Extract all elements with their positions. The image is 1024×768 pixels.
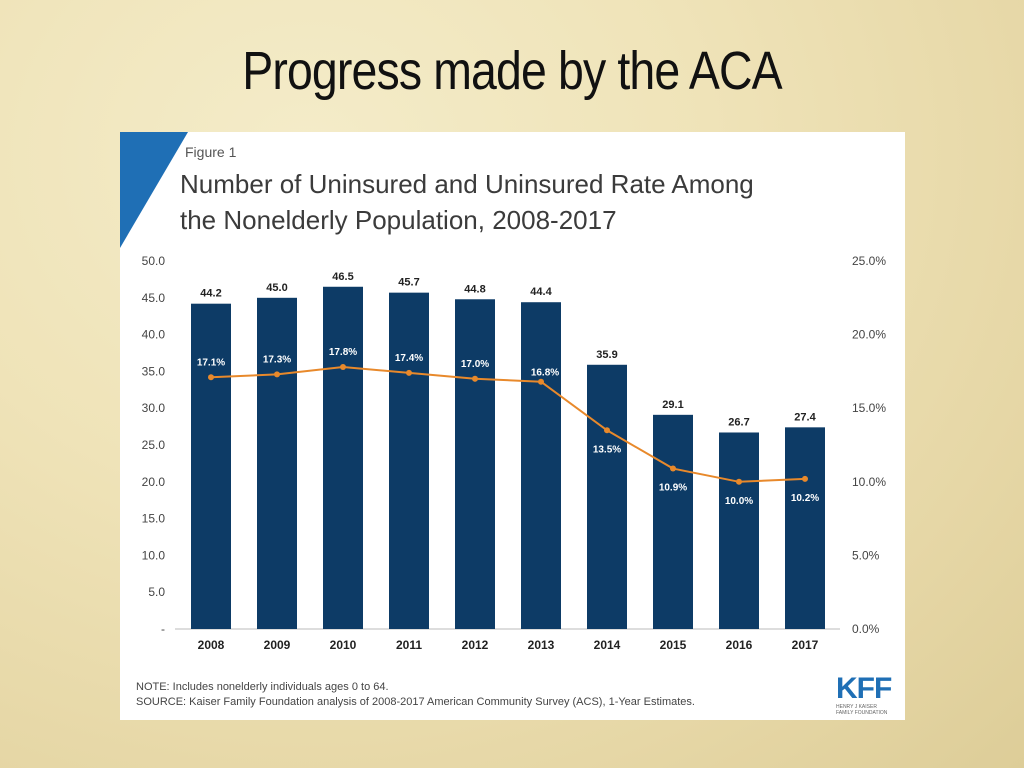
y-right-tick-label: 20.0% xyxy=(852,328,886,342)
bar xyxy=(191,303,231,629)
kff-logo-subtext: HENRY J KAISER FAMILY FOUNDATION xyxy=(836,704,888,716)
x-tick-label: 2013 xyxy=(528,638,555,652)
rate-point xyxy=(802,475,808,482)
y-left-tick-label: 35.0 xyxy=(142,364,166,378)
bar-value-label: 45.7 xyxy=(398,277,419,289)
bar xyxy=(785,427,825,629)
x-tick-label: 2008 xyxy=(198,638,225,652)
rate-value-label: 17.3% xyxy=(263,354,291,365)
y-right-tick-label: 0.0% xyxy=(852,622,880,636)
y-left-tick-label: 50.0 xyxy=(142,254,166,268)
y-left-tick-label: 10.0 xyxy=(142,548,166,562)
bar-value-label: 45.0 xyxy=(266,282,287,294)
rate-point xyxy=(208,374,214,381)
source-text: SOURCE: Kaiser Family Foundation analysi… xyxy=(136,696,695,708)
rate-point xyxy=(604,427,610,434)
combo-chart: - 5.0 10.0 15.0 20.0 25.0 30.0 35.0 40.0 45.0 50.0… xyxy=(142,254,887,652)
x-tick-label: 2012 xyxy=(462,638,489,652)
rate-line xyxy=(210,365,806,483)
bar xyxy=(587,364,627,629)
x-tick-label: 2015 xyxy=(660,638,687,652)
bar-value-label: 46.5 xyxy=(332,271,353,283)
rate-value-label: 10.0% xyxy=(725,496,753,507)
bar-value-label: 44.2 xyxy=(200,288,221,300)
bar xyxy=(257,297,297,629)
rate-value-label: 17.1% xyxy=(197,357,225,368)
rate-value-label: 17.0% xyxy=(461,359,489,370)
rate-value-label: 17.4% xyxy=(395,353,423,364)
figure-panel: Figure 1 Number of Uninsured and Uninsur… xyxy=(120,132,905,720)
rate-value-label: 10.9% xyxy=(659,483,687,494)
rate-point xyxy=(538,378,544,385)
bar-value-label: 35.9 xyxy=(596,349,617,361)
rate-point xyxy=(274,371,280,378)
corner-accent xyxy=(120,132,188,248)
note-text: NOTE: Includes nonelderly individuals ag… xyxy=(136,681,389,693)
y-left-tick-label: 25.0 xyxy=(142,438,166,452)
x-tick-label: 2017 xyxy=(792,638,819,652)
x-tick-label: 2009 xyxy=(264,638,291,652)
slide-title: Progress made by the ACA xyxy=(242,41,782,101)
bar xyxy=(323,286,363,629)
y-right-tick-label: 15.0% xyxy=(852,401,886,415)
kff-logo-mark: KFF xyxy=(836,672,892,705)
y-left-tick-label: 5.0 xyxy=(148,585,165,599)
rate-point xyxy=(340,363,346,370)
y-left-tick-label: 30.0 xyxy=(142,401,166,415)
y-left-tick-label: 15.0 xyxy=(142,512,166,526)
y-left-tick-label: - xyxy=(161,622,165,636)
kff-logo: KFF HENRY J KAISER FAMILY FOUNDATION xyxy=(836,672,894,717)
bar-value-label: 44.4 xyxy=(530,286,552,298)
y-right-tick-label: 10.0% xyxy=(852,475,886,489)
y-right-tick-label: 25.0% xyxy=(852,254,886,268)
x-tick-label: 2011 xyxy=(396,638,422,652)
y-right-tick-label: 5.0% xyxy=(852,548,880,562)
bar xyxy=(455,299,495,629)
x-tick-label: 2014 xyxy=(594,638,621,652)
x-tick-label: 2016 xyxy=(726,638,753,652)
bar xyxy=(521,302,561,629)
bar xyxy=(653,414,693,629)
figure-title-line1: Number of Uninsured and Uninsured Rate A… xyxy=(180,169,754,199)
bar xyxy=(389,292,429,629)
figure-title-line2: the Nonelderly Population, 2008-2017 xyxy=(180,205,617,235)
bar-value-label: 44.8 xyxy=(464,283,485,295)
y-left-tick-label: 20.0 xyxy=(142,475,166,489)
rate-value-label: 16.8% xyxy=(531,368,559,379)
y-left-tick-label: 40.0 xyxy=(142,328,166,342)
bar-value-label: 27.4 xyxy=(794,411,816,423)
x-tick-label: 2010 xyxy=(330,638,357,652)
rate-value-label: 10.2% xyxy=(791,493,819,504)
figure-title: Number of Uninsured and Uninsured Rate A… xyxy=(180,166,900,238)
rate-value-label: 17.8% xyxy=(329,347,357,358)
rate-point xyxy=(406,369,412,376)
bar xyxy=(719,432,759,629)
rate-value-label: 13.5% xyxy=(593,444,621,455)
bar-value-label: 26.7 xyxy=(728,416,749,428)
bar-value-label: 29.1 xyxy=(662,399,683,411)
rate-point xyxy=(736,478,742,485)
rate-point xyxy=(670,465,676,472)
rate-point xyxy=(472,375,478,382)
figure-label: Figure 1 xyxy=(185,144,237,160)
y-left-tick-label: 45.0 xyxy=(142,291,166,305)
